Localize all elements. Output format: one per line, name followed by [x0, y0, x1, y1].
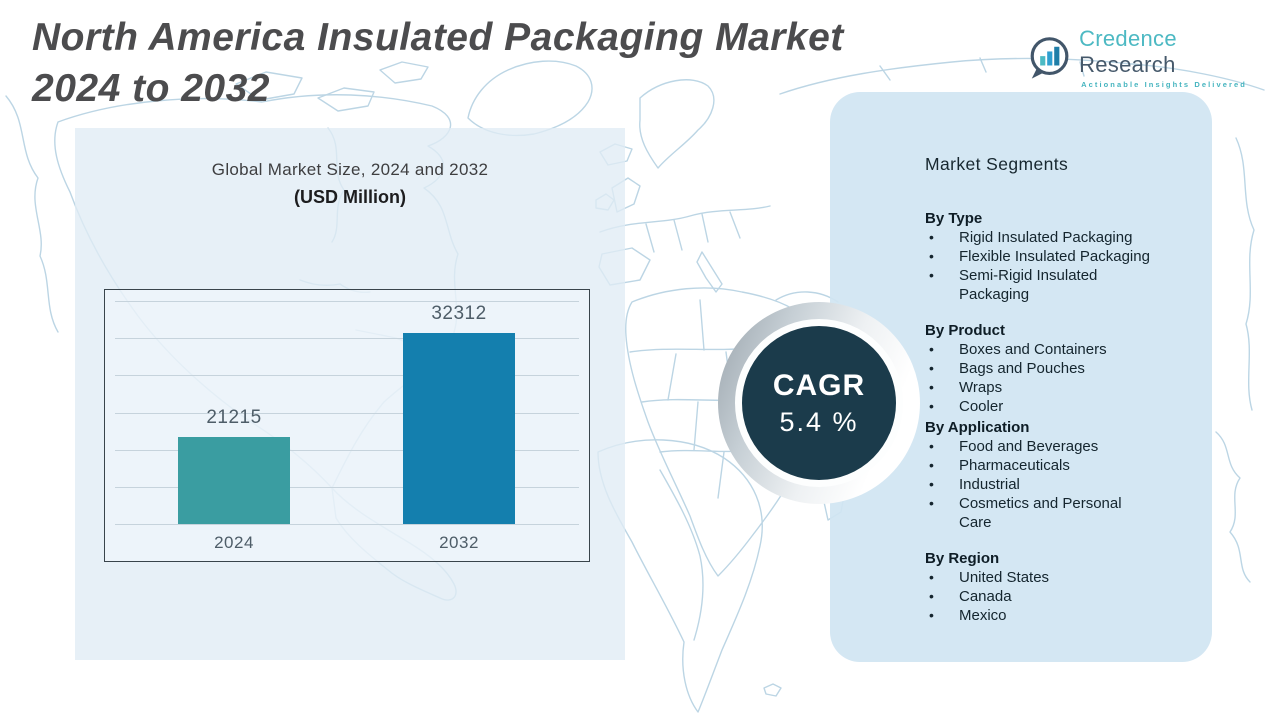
logo-text: Credence Research Actionable Insights De…: [1079, 26, 1267, 89]
segment-item: Cooler: [925, 397, 1157, 416]
page-title-line2: 2024 to 2032: [32, 67, 271, 110]
segment-item: Cosmetics and Personal Care: [925, 494, 1157, 532]
segment-item: Boxes and Containers: [925, 340, 1157, 359]
segment-list: Food and BeveragesPharmaceuticalsIndustr…: [925, 437, 1157, 532]
segment-group-label: By Application: [925, 419, 1030, 436]
cagr-circle: CAGR 5.4 %: [735, 319, 903, 487]
segment-item: Flexible Insulated Packaging: [925, 247, 1157, 266]
chart-gridline: [115, 486, 579, 488]
segment-item: Mexico: [925, 606, 1157, 625]
segments-heading: Market Segments: [925, 154, 1069, 174]
segment-item: Industrial: [925, 475, 1157, 494]
logo-tagline: Actionable Insights Delivered: [1081, 80, 1247, 89]
chart-gridline: [115, 375, 579, 377]
segment-list: Rigid Insulated PackagingFlexible Insula…: [925, 228, 1157, 304]
logo-name: Credence Research: [1079, 26, 1267, 78]
page-title: North America Insulated Packaging Market…: [32, 12, 844, 114]
chart-subtitle: (USD Million): [294, 187, 406, 207]
chart-gridline: [115, 449, 579, 451]
segment-item: Food and Beverages: [925, 437, 1157, 456]
category-label: 2024: [214, 533, 254, 552]
segment-item: Wraps: [925, 378, 1157, 397]
bar-2032: [403, 332, 515, 524]
bar-chart: 21215 2024 32312 2032: [104, 289, 590, 562]
segment-item: Pharmaceuticals: [925, 456, 1157, 475]
brand-logo: Credence Research Actionable Insights De…: [1028, 26, 1267, 89]
segment-item: Bags and Pouches: [925, 359, 1157, 378]
chart-heading: Global Market Size, 2024 and 2032 (USD M…: [75, 160, 625, 208]
page-title-line1: North America Insulated Packaging Market: [32, 16, 844, 59]
bar-value-label: 32312: [431, 302, 487, 324]
chart-gridline: [115, 412, 579, 414]
cagr-label: CAGR: [772, 368, 866, 402]
segments-groups: By TypeRigid Insulated PackagingFlexible…: [925, 209, 1192, 625]
bar-value-label: 21215: [206, 407, 262, 429]
segment-group-label: By Product: [925, 322, 1006, 339]
segment-item: Rigid Insulated Packaging: [925, 228, 1157, 247]
segment-group-label: By Type: [925, 210, 983, 227]
chart-gridline: [115, 301, 579, 302]
segment-group-label: By Region: [925, 550, 1000, 567]
cagr-value: 5.4 %: [779, 406, 859, 437]
chart-title: Global Market Size, 2024 and 2032: [211, 160, 489, 179]
bar-2024: [178, 437, 290, 524]
chart-gridline: [115, 338, 579, 340]
category-label: 2032: [439, 533, 479, 552]
segment-list: United StatesCanadaMexico: [925, 568, 1157, 625]
chart-gridline: [115, 524, 579, 525]
segment-item: United States: [925, 568, 1157, 587]
logo-chart-bubble-icon: [1030, 36, 1069, 79]
segment-item: Semi-Rigid Insulated Packaging: [925, 266, 1157, 304]
cagr-badge: CAGR 5.4 %: [718, 302, 920, 504]
chart-panel: Global Market Size, 2024 and 2032 (USD M…: [75, 128, 625, 660]
segment-item: Canada: [925, 587, 1157, 606]
segment-list: Boxes and ContainersBags and PouchesWrap…: [925, 340, 1157, 416]
logo-name-primary: Credence: [1079, 26, 1177, 51]
logo-name-secondary: Research: [1079, 52, 1176, 77]
